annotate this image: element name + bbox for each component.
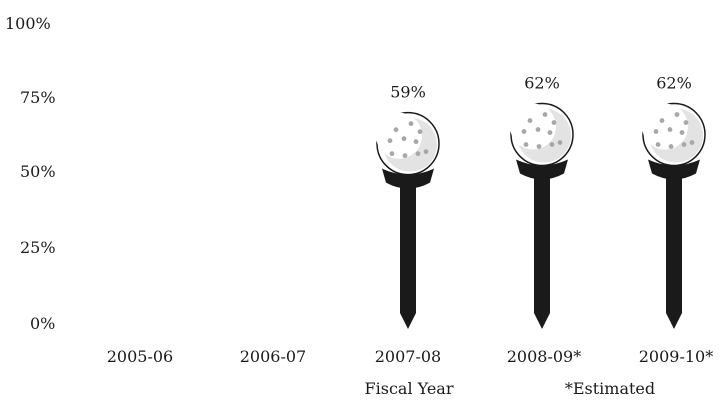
- golf-ball-dimple: [679, 130, 685, 135]
- golf-ball-dimple: [387, 138, 393, 144]
- y-tick-label: 100%: [5, 14, 51, 33]
- golf-ball-dimple: [683, 120, 689, 125]
- golf-ball-dimple: [689, 140, 695, 145]
- golf-ball-dimple: [415, 151, 421, 157]
- golf-ball-dimple: [551, 120, 557, 125]
- x-category-label: 2009-10*: [639, 347, 713, 366]
- golf-ball-dimple: [549, 142, 555, 147]
- value-label: 62%: [656, 74, 692, 93]
- x-category-label: 2008-09*: [507, 347, 581, 366]
- golf-ball-dimple: [393, 127, 399, 133]
- golf-ball-dimple: [557, 140, 563, 145]
- y-tick-label: 25%: [20, 238, 56, 257]
- golf-ball-dimple: [389, 151, 395, 157]
- golf-ball-dimple: [527, 118, 533, 123]
- estimated-note: *Estimated: [565, 379, 655, 398]
- golf-tee-mark: [376, 111, 440, 329]
- tee-shaft: [534, 163, 550, 329]
- golf-ball-dimple: [674, 112, 680, 117]
- tee-shaft: [400, 172, 416, 329]
- golf-ball-dimple: [547, 130, 553, 135]
- x-category-label: 2005-06: [107, 347, 173, 366]
- value-label: 62%: [524, 74, 560, 93]
- golf-ball-dimple: [653, 129, 659, 134]
- golf-ball-dimple: [523, 142, 529, 147]
- golf-ball-dimple: [542, 112, 548, 117]
- y-axis: 100% 75% 50% 25% 0%: [5, 14, 56, 333]
- golf-ball-dimple: [408, 121, 414, 127]
- y-tick-label: 75%: [20, 88, 56, 107]
- golf-ball-dimple: [536, 144, 542, 149]
- golf-tee-mark: [510, 102, 574, 329]
- golf-ball-dimple: [668, 144, 674, 149]
- tee-cup: [648, 159, 700, 180]
- golf-ball-dimple: [535, 127, 541, 132]
- golf-ball-highlight: [510, 103, 556, 150]
- chart-marks: 59% 62% 62%: [376, 74, 706, 329]
- x-axis: 2005-06 2006-07 2007-08 2008-09* 2009-10…: [107, 347, 713, 366]
- golf-ball-dimple: [655, 142, 661, 147]
- value-label: 59%: [390, 83, 426, 102]
- golf-ball-dimple: [423, 149, 429, 155]
- golf-ball-dimple: [401, 136, 407, 142]
- golf-tee-mark: [642, 102, 706, 329]
- golf-ball-dimple: [402, 153, 408, 159]
- tee-shaft: [666, 163, 682, 329]
- x-category-label: 2007-08: [375, 347, 441, 366]
- golf-ball-dimple: [413, 139, 419, 145]
- golf-ball-highlight: [642, 103, 688, 150]
- tee-cup: [516, 159, 568, 180]
- golf-ball-dimple: [667, 127, 673, 132]
- golf-ball-dimple: [659, 118, 665, 123]
- golf-ball-dimple: [521, 129, 527, 134]
- y-tick-label: 50%: [20, 162, 56, 181]
- y-tick-label: 0%: [30, 314, 55, 333]
- x-category-label: 2006-07: [240, 347, 306, 366]
- golf-ball-dimple: [417, 129, 423, 135]
- golf-ball-highlight: [376, 112, 422, 159]
- golf-ball-dimple: [681, 142, 687, 147]
- tee-cup: [382, 168, 434, 189]
- x-axis-title: Fiscal Year: [365, 379, 454, 398]
